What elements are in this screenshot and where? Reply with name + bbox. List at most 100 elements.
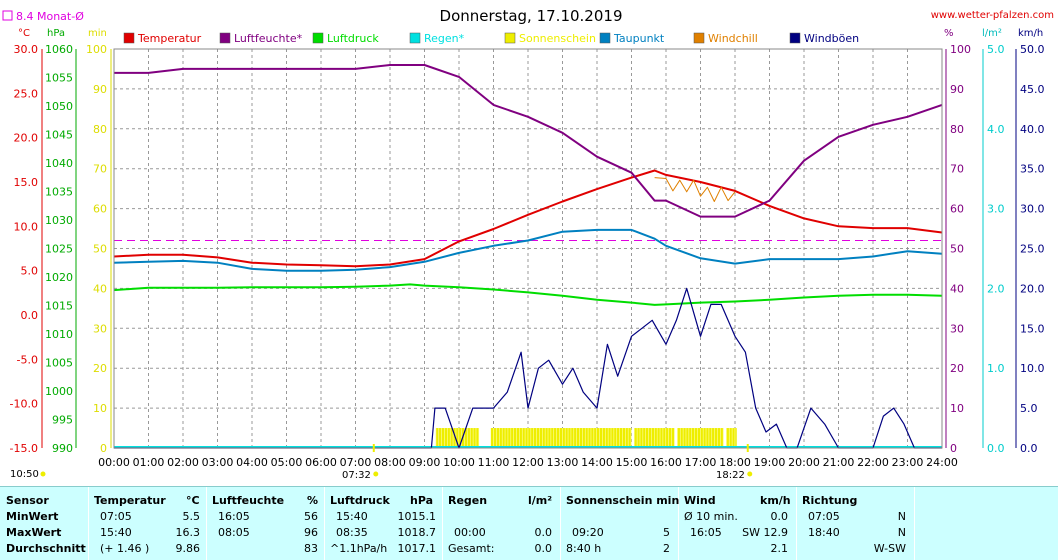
series-line-luftfeuchte <box>114 64 943 218</box>
pressure-tick-label: 1060 <box>45 43 73 56</box>
hdr-hum: Luftfeuchte <box>212 494 285 507</box>
row-max-temp: 16.3 <box>175 526 201 539</box>
hdr-wind-unit: km/h <box>760 494 791 507</box>
row-max-dir-time: 18:40 <box>808 526 840 539</box>
sunshine-bar <box>490 428 632 448</box>
x-tick-label: 06:00 <box>305 456 337 469</box>
sunshine-bar <box>435 428 480 448</box>
legend-label: Sonnenschein <box>519 32 596 45</box>
wind-tick-label: 40.0 <box>1020 123 1045 136</box>
row-avg-rain-label: Gesamt: <box>448 542 495 555</box>
row-avg-temp: 9.86 <box>175 542 201 555</box>
row-max-temp-time: 15:40 <box>100 526 132 539</box>
row-max-rain-time: 00:00 <box>454 526 486 539</box>
wind-tick-label: 25.0 <box>1020 243 1045 256</box>
sunrise-label: 07:32 <box>342 470 371 481</box>
x-tick-label: 11:00 <box>478 456 510 469</box>
rain-tick-label: 0.0 <box>987 442 1005 455</box>
x-tick-label: 15:00 <box>616 456 648 469</box>
x-tick-label: 16:00 <box>650 456 682 469</box>
pressure-tick-label: 995 <box>52 414 73 427</box>
hdr-dir: Richtung <box>802 494 858 507</box>
temperature-tick-label: 15.0 <box>14 176 39 189</box>
plot-area <box>113 48 943 449</box>
row-min-temp-time: 07:05 <box>100 510 132 523</box>
legend-label: Taupunkt <box>613 32 665 45</box>
row-min-temp: 5.5 <box>182 510 201 523</box>
legend-label: Regen* <box>424 32 465 45</box>
humidity-tick-label: 30 <box>950 322 964 335</box>
humidity-tick-label: 40 <box>950 282 964 295</box>
pressure-tick-label: 1020 <box>45 271 73 284</box>
humidity-tick-label: 80 <box>950 123 964 136</box>
x-tick-label: 24:00 <box>926 456 958 469</box>
row-min-wind: 0.0 <box>770 510 789 523</box>
axes: 00:00 01:00 02:00 03:00 04:00 05:00 06:00 07:00… <box>10 43 1045 477</box>
hdr-press: Luftdruck <box>330 494 390 507</box>
left-time-marker: 10:50 <box>10 469 39 480</box>
sunshine-tick-label: 50 <box>93 243 107 256</box>
humidity-tick-label: 50 <box>950 243 964 256</box>
row-max-press: 1018.7 <box>397 526 437 539</box>
x-tick-label: 05:00 <box>271 456 303 469</box>
pressure-tick-label: 1000 <box>45 385 73 398</box>
row-max-wind-time: 16:05 <box>690 526 722 539</box>
sunshine-tick-label: 20 <box>93 362 107 375</box>
temperature-tick-label: 20.0 <box>14 132 39 145</box>
row-avg-label: Durchschnitt <box>6 542 86 555</box>
sunshine-tick-label: 80 <box>93 123 107 136</box>
humidity-tick-label: 60 <box>950 203 964 216</box>
row-max-hum: 96 <box>304 526 318 539</box>
statistics-table: Sensor Temperatur °C Luftfeuchte % Luftd… <box>0 486 1058 560</box>
x-tick-label: 08:00 <box>374 456 406 469</box>
legend-label: Windböen <box>804 32 859 45</box>
temperature-tick-label: -5.0 <box>17 353 38 366</box>
x-tick-label: 00:00 <box>98 456 130 469</box>
legend-label: Luftfeuchte* <box>234 32 303 45</box>
row-min-label: MinWert <box>6 510 59 523</box>
x-tick-label: 07:00 <box>340 456 372 469</box>
x-tick-label: 22:00 <box>857 456 889 469</box>
row-min-dir-time: 07:05 <box>808 510 840 523</box>
row-avg-temp-time: (+ 1.46 ) <box>100 542 150 555</box>
temperature-tick-label: -10.0 <box>10 398 38 411</box>
legend-label: Temperatur <box>137 32 202 45</box>
series-line-windchill <box>654 177 736 202</box>
x-tick-label: 21:00 <box>823 456 855 469</box>
x-tick-label: 20:00 <box>788 456 820 469</box>
x-tick-label: 23:00 <box>892 456 924 469</box>
row-max-rain: 0.0 <box>534 526 553 539</box>
hdr-temp-unit: °C <box>186 494 200 507</box>
row-avg-wind: 2.1 <box>770 542 789 555</box>
row-max-dir: N <box>897 526 906 539</box>
rain-tick-label: 1.0 <box>987 362 1005 375</box>
sunshine-tick-label: 100 <box>86 43 107 56</box>
legend-label: Luftdruck <box>327 32 379 45</box>
sunshine-tick-label: 10 <box>93 402 107 415</box>
monthly-avg-swatch <box>2 10 13 21</box>
x-tick-label: 02:00 <box>167 456 199 469</box>
wind-tick-label: 50.0 <box>1020 43 1045 56</box>
hdr-sensor: Sensor <box>6 494 49 507</box>
row-avg-sun: 2 <box>663 542 670 555</box>
row-max-hum-time: 08:05 <box>218 526 250 539</box>
pressure-tick-label: 1045 <box>45 129 73 142</box>
row-min-press-time: 15:40 <box>336 510 368 523</box>
sunshine-tick-label: 70 <box>93 163 107 176</box>
wind-tick-label: 0.0 <box>1020 442 1038 455</box>
hdr-press-unit: hPa <box>410 494 434 507</box>
unit-temp: °C <box>18 28 30 39</box>
wind-tick-label: 45.0 <box>1020 83 1045 96</box>
sunshine-tick-label: 60 <box>93 203 107 216</box>
temperature-tick-label: 30.0 <box>14 43 39 56</box>
humidity-tick-label: 0 <box>950 442 957 455</box>
pressure-tick-label: 1025 <box>45 243 73 256</box>
chart-title: Donnerstag, 17.10.2019 <box>440 7 623 25</box>
row-max-sun: 5 <box>663 526 670 539</box>
temperature-tick-label: 5.0 <box>21 265 39 278</box>
wind-tick-label: 10.0 <box>1020 362 1045 375</box>
sunshine-tick-label: 30 <box>93 322 107 335</box>
wind-tick-label: 20.0 <box>1020 282 1045 295</box>
hdr-rain: Regen <box>448 494 488 507</box>
rain-tick-label: 5.0 <box>987 43 1005 56</box>
